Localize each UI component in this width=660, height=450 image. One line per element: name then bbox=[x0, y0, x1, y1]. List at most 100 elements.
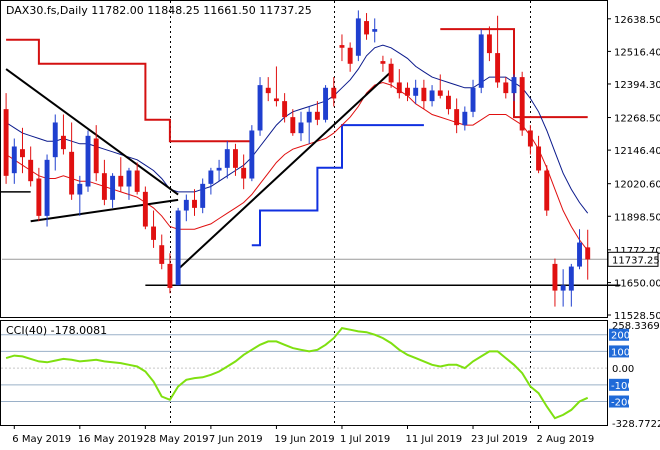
candle-bear bbox=[396, 82, 402, 94]
candle-bear bbox=[380, 61, 386, 64]
axis-layer: 12638.50 12516.40 12394.30 12268.50 12146.40… bbox=[12, 15, 660, 445]
candle-bull bbox=[478, 34, 484, 88]
cci-level-tag bbox=[609, 328, 629, 341]
candle-bear bbox=[28, 159, 34, 182]
price-axis-label: 12268.50 bbox=[614, 114, 660, 125]
candle-bull bbox=[183, 199, 189, 211]
candle-bull bbox=[577, 242, 582, 267]
cci-axis-label: -100 bbox=[611, 381, 634, 392]
time-axis-label: 1 Jul 2019 bbox=[340, 434, 390, 445]
candle-bull bbox=[413, 87, 419, 96]
candle-bear bbox=[290, 117, 296, 134]
candle-bear bbox=[585, 247, 591, 260]
candle-bull bbox=[11, 146, 17, 174]
trendline bbox=[177, 71, 392, 270]
trailing-stop-buy-line bbox=[251, 124, 424, 247]
trendline bbox=[30, 198, 179, 223]
candle-bull bbox=[323, 87, 329, 120]
price-axis-label: 11650.00 bbox=[614, 279, 660, 290]
time-axis-label: 28 May 2019 bbox=[143, 434, 208, 445]
candle-bear bbox=[3, 109, 9, 176]
candle-bear bbox=[101, 173, 107, 200]
cci-axis-label: 200 bbox=[611, 331, 630, 342]
candle-bull bbox=[429, 90, 435, 102]
price-axis-label: 12638.50 bbox=[614, 15, 660, 26]
candle-bull bbox=[249, 130, 255, 179]
candle-bull bbox=[85, 135, 91, 187]
candle-bull bbox=[110, 175, 116, 200]
candle-bull bbox=[568, 266, 574, 291]
candle-bear bbox=[20, 149, 25, 158]
cci-series-layer bbox=[1, 327, 607, 420]
cci-level-tag bbox=[609, 378, 629, 391]
candle-bear bbox=[339, 45, 345, 48]
candle-bear bbox=[552, 263, 558, 291]
time-axis-label: 19 Jun 2019 bbox=[274, 434, 334, 445]
candle-bear bbox=[388, 63, 394, 83]
candle-bear bbox=[118, 175, 124, 187]
candle-bear bbox=[36, 178, 42, 216]
time-axis-label: 16 May 2019 bbox=[78, 434, 143, 445]
candle-bear bbox=[331, 87, 337, 99]
envelope-line bbox=[5, 81, 589, 251]
time-axis-label: 6 May 2019 bbox=[12, 434, 71, 445]
candle-bear bbox=[503, 82, 509, 94]
candle-bear bbox=[134, 170, 140, 192]
cci-header: CCI(40) -178.0081 bbox=[6, 324, 107, 337]
time-axis-label: 2 Aug 2019 bbox=[537, 434, 595, 445]
candle-bull bbox=[560, 285, 566, 291]
cci-level-tag bbox=[609, 345, 629, 358]
candle-bull bbox=[224, 149, 230, 168]
candle-bear bbox=[536, 146, 542, 171]
time-axis-label: 23 Jul 2019 bbox=[471, 434, 528, 445]
candle-bull bbox=[77, 183, 83, 195]
candle-bear bbox=[142, 191, 148, 227]
price-axis-label: 12516.40 bbox=[614, 47, 660, 58]
candle-bear bbox=[192, 199, 197, 208]
candle-bear bbox=[347, 47, 353, 64]
candle-bear bbox=[364, 21, 369, 35]
cci-line bbox=[5, 327, 589, 420]
candle-bear bbox=[159, 245, 165, 264]
candle-bull bbox=[511, 77, 517, 94]
candle-bull bbox=[200, 183, 206, 208]
candle-bull bbox=[52, 122, 58, 158]
chart-header: DAX30.fs,Daily 11782.00 11848.25 11661.5… bbox=[6, 4, 312, 17]
candle-bear bbox=[69, 151, 75, 195]
cci-axis-label: -328.7722 bbox=[612, 419, 660, 430]
candle-bull bbox=[44, 159, 50, 216]
candle-bear bbox=[445, 95, 451, 110]
price-axis-label: 11898.50 bbox=[614, 212, 660, 223]
candle-bear bbox=[495, 53, 501, 83]
candle-bear bbox=[454, 109, 460, 126]
candle-bear bbox=[314, 111, 320, 120]
cci-panel-frame bbox=[0, 320, 608, 426]
price-panel-frame bbox=[0, 0, 608, 318]
candle-bear bbox=[93, 138, 99, 174]
candle-bear bbox=[486, 34, 492, 54]
cci-axis-label: 0.00 bbox=[612, 364, 634, 375]
candle-bear bbox=[519, 77, 525, 131]
cci-axis-label: -200 bbox=[611, 398, 634, 409]
moving-average-line bbox=[5, 44, 589, 214]
candle-bear bbox=[273, 98, 279, 102]
candle-bull bbox=[208, 170, 214, 184]
price-series-layer bbox=[0, 1, 621, 425]
price-axis-label: 11528.50 bbox=[614, 311, 660, 322]
candle-bull bbox=[470, 87, 476, 112]
price-axis-label: 12020.60 bbox=[614, 180, 660, 191]
candle-bull bbox=[462, 111, 468, 126]
candle-bear bbox=[167, 263, 173, 288]
candle-bear bbox=[544, 170, 550, 211]
candle-bull bbox=[372, 29, 378, 32]
candle-bear bbox=[60, 135, 66, 150]
candle-bear bbox=[437, 90, 443, 96]
trailing-stop-sell-line bbox=[6, 38, 252, 143]
candle-bull bbox=[175, 210, 181, 286]
candle-bull bbox=[306, 111, 312, 123]
candle-bull bbox=[257, 85, 263, 131]
time-axis-label: 7 Jun 2019 bbox=[209, 434, 263, 445]
candle-bear bbox=[282, 101, 288, 118]
candle-bear bbox=[421, 87, 427, 102]
